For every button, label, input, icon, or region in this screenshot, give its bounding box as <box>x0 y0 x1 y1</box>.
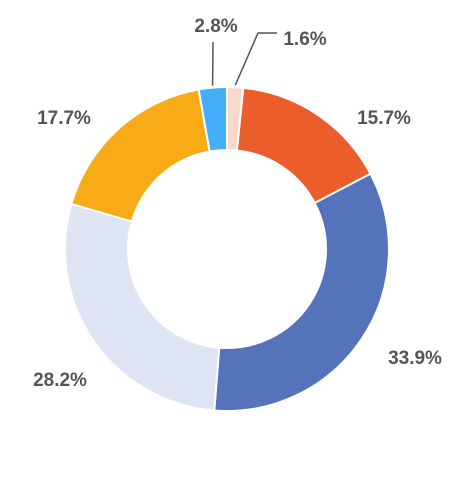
donut-slice-6 <box>197 85 228 153</box>
labels-layer: 1.6% 15.7% 33.9% 28.2% 17.7% 2.8% <box>33 16 442 391</box>
leader-lines-layer <box>211 32 277 86</box>
donut-slice-3 <box>213 172 390 412</box>
slice-label-6: 2.8% <box>194 16 237 37</box>
slice-label-5: 17.7% <box>37 108 91 129</box>
leader-line-1 <box>234 32 277 86</box>
slice-label-3: 33.9% <box>388 348 442 369</box>
donut-slice-4 <box>64 202 221 412</box>
slice-label-1: 1.6% <box>283 29 326 50</box>
slice-label-2: 15.7% <box>357 108 411 129</box>
slices-layer <box>64 85 390 412</box>
slice-label-4: 28.2% <box>33 370 87 391</box>
donut-slice-5 <box>70 88 211 223</box>
